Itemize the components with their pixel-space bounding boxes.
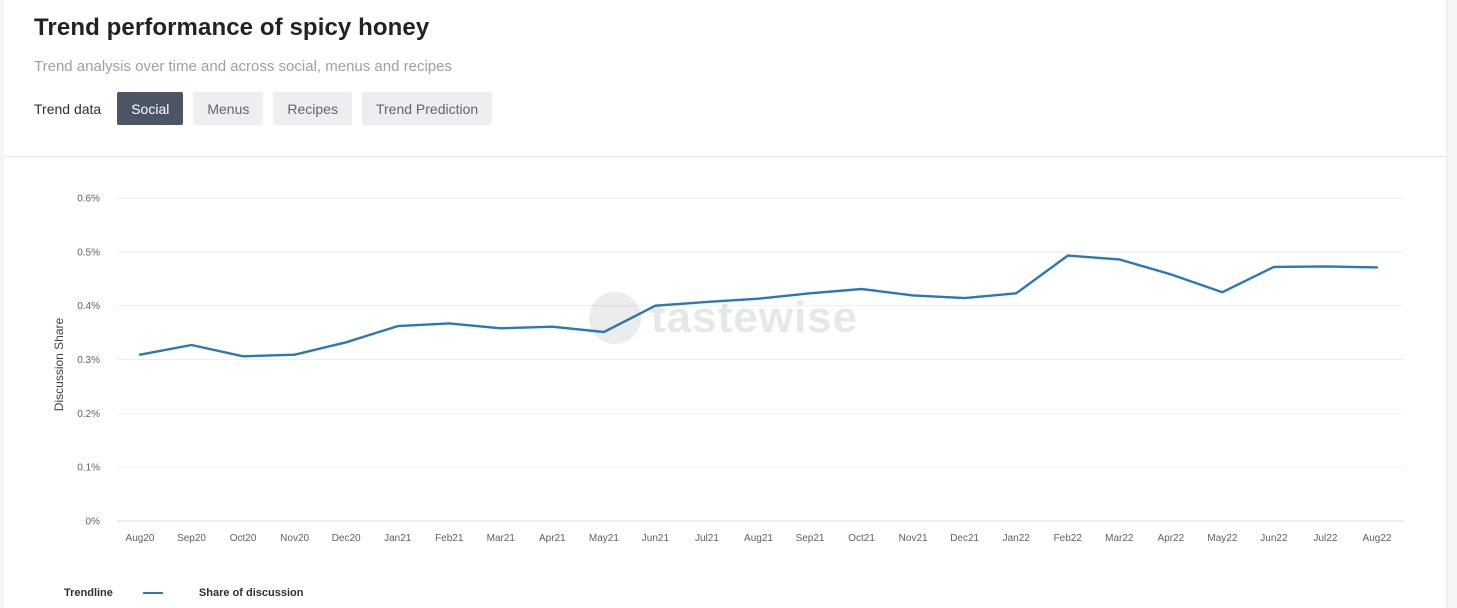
data-point — [654, 304, 657, 307]
y-tick-label: 0% — [86, 517, 101, 528]
tab-trend-prediction[interactable]: Trend Prediction — [361, 92, 493, 125]
y-tick-label: 0.6% — [77, 194, 100, 205]
x-tick-label: Jun22 — [1260, 533, 1288, 544]
tab-menus[interactable]: Menus — [193, 92, 264, 125]
data-point — [1273, 266, 1275, 268]
x-tick-label: Nov20 — [280, 533, 309, 544]
x-tick-label: Oct21 — [848, 533, 875, 544]
x-tick-label: Jul22 — [1314, 533, 1338, 544]
data-point — [1169, 273, 1172, 276]
trend-card: Trend performance of spicy honey Trend a… — [4, 0, 1447, 608]
data-point — [757, 297, 760, 300]
data-point — [396, 325, 399, 328]
x-tick-label: Jan22 — [1003, 533, 1031, 544]
x-tick-label: Dec21 — [950, 533, 979, 544]
legend-title: Trendline — [64, 587, 113, 599]
tab-social[interactable]: Social — [117, 92, 184, 125]
x-tick-label: Apr21 — [539, 533, 566, 544]
x-tick-label: Feb22 — [1054, 533, 1083, 544]
y-tick-label: 0.3% — [77, 355, 100, 366]
x-tick-label: Jan21 — [384, 533, 412, 544]
data-point — [499, 327, 502, 330]
x-tick-label: Dec20 — [332, 533, 361, 544]
chart-legend: Trendline Share of discussion — [64, 587, 303, 599]
data-point — [602, 331, 605, 333]
data-point — [293, 353, 296, 356]
x-tick-label: Nov21 — [899, 533, 928, 544]
data-point — [139, 353, 141, 356]
data-point — [912, 294, 915, 297]
data-point — [1066, 254, 1069, 257]
data-point — [706, 300, 708, 303]
data-point — [963, 297, 966, 300]
x-tick-label: Feb21 — [435, 533, 464, 544]
page-title: Trend performance of spicy honey — [34, 14, 430, 41]
x-tick-label: Jul21 — [695, 533, 719, 544]
x-tick-label: May22 — [1207, 533, 1237, 544]
data-point — [1015, 292, 1018, 295]
data-point — [1376, 266, 1378, 269]
data-point — [1118, 258, 1121, 261]
data-point — [860, 288, 863, 290]
x-tick-label: Aug20 — [126, 533, 155, 544]
data-point — [448, 322, 451, 325]
y-tick-label: 0.1% — [77, 463, 100, 474]
x-tick-label: Sep20 — [177, 533, 206, 544]
data-point — [190, 344, 193, 346]
x-tick-label: May21 — [589, 533, 619, 544]
data-point — [345, 341, 348, 344]
page-subtitle: Trend analysis over time and across soci… — [34, 58, 452, 75]
data-point — [1324, 265, 1327, 268]
legend-series-label: Share of discussion — [198, 587, 304, 599]
x-tick-label: Jun21 — [642, 533, 670, 544]
y-tick-label: 0.5% — [77, 247, 100, 258]
x-tick-label: Oct20 — [230, 533, 257, 544]
card-header: Trend performance of spicy honey Trend a… — [4, 0, 1446, 157]
y-axis-label: Discussion Share — [52, 317, 66, 411]
legend-line-icon — [142, 592, 163, 594]
data-point — [1221, 291, 1224, 294]
trend-data-tabs: Trend data Social Menus Recipes Trend Pr… — [34, 92, 502, 125]
x-tick-label: Aug21 — [744, 533, 773, 544]
y-tick-label: 0.2% — [77, 409, 100, 420]
line-chart: 0% 0.1% 0.2% 0.3% 0.4% 0.5% 0.6% Aug20 Sep20 Oct2… — [52, 194, 1404, 544]
y-tick-label: 0.4% — [77, 301, 100, 312]
x-tick-label: Mar22 — [1105, 533, 1134, 544]
x-tick-label: Aug22 — [1363, 533, 1392, 544]
x-tick-label: Mar21 — [487, 533, 516, 544]
data-point — [809, 292, 811, 295]
tab-recipes[interactable]: Recipes — [273, 92, 352, 125]
data-point — [551, 325, 554, 328]
trend-data-label: Trend data — [34, 100, 102, 117]
data-point — [242, 355, 244, 358]
x-tick-label: Sep21 — [796, 533, 825, 544]
x-tick-label: Apr22 — [1157, 533, 1184, 544]
